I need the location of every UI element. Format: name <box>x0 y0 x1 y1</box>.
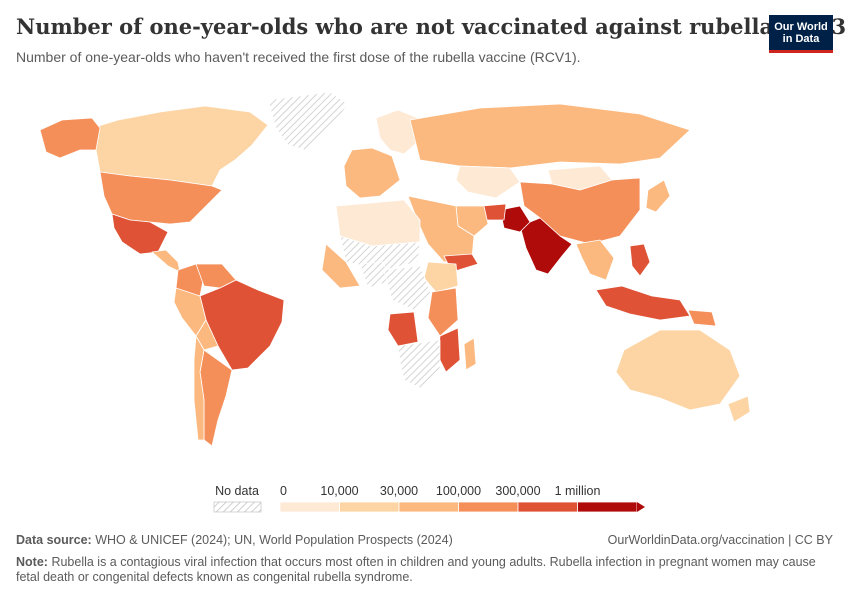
region-ethiopia[interactable] <box>423 261 459 293</box>
chart-title: Number of one-year-olds who are not vacc… <box>16 14 847 39</box>
legend-no-data-label: No data <box>215 484 259 498</box>
map-legend: No data 0 10,000 30,000 100,000 300,000 1 mil… <box>213 484 645 513</box>
legend-bin-label-4: 300,000 <box>495 484 540 498</box>
region-central-america[interactable] <box>151 249 181 273</box>
region-western-europe[interactable] <box>343 147 401 199</box>
footnote: Note: Rubella is a contagious viral infe… <box>16 555 816 585</box>
legend-bin-label-1: 10,000 <box>320 484 358 498</box>
legend-swatch-0[interactable] <box>279 501 340 513</box>
region-papua-new-guinea[interactable] <box>687 309 717 327</box>
region-kazakhstan[interactable] <box>455 165 521 199</box>
region-chile[interactable] <box>193 335 205 441</box>
legend-bin-label-5: 1 million <box>555 484 601 498</box>
region-canada[interactable] <box>91 105 269 187</box>
region-argentina[interactable] <box>199 349 233 447</box>
region-indonesia[interactable] <box>595 285 691 321</box>
legend-bin-label-2: 30,000 <box>380 484 418 498</box>
region-australia[interactable] <box>615 329 741 411</box>
region-central-africa[interactable] <box>383 265 433 311</box>
logo-line-2: in Data <box>782 33 820 45</box>
legend-swatch-1[interactable] <box>339 501 400 513</box>
note-text: Rubella is a contagious viral infection … <box>16 555 816 584</box>
region-angola[interactable] <box>387 311 419 347</box>
region-philippines[interactable] <box>629 243 651 277</box>
data-source: Data source: WHO & UNICEF (2024); UN, Wo… <box>16 533 453 547</box>
data-source-label: Data source: <box>16 533 92 547</box>
world-map <box>39 91 751 447</box>
region-scandinavia[interactable] <box>375 109 421 155</box>
region-alaska[interactable] <box>39 117 101 159</box>
region-west-africa[interactable] <box>321 243 361 289</box>
legend-swatch-3[interactable] <box>458 501 519 513</box>
region-southeast-asia[interactable] <box>575 239 615 281</box>
legend-no-data-swatch <box>213 501 262 513</box>
legend-swatch-4[interactable] <box>517 501 578 513</box>
region-pakistan[interactable] <box>499 205 531 233</box>
region-greenland[interactable] <box>267 91 349 151</box>
chart-subtitle: Number of one-year-olds who haven't rece… <box>16 49 581 65</box>
region-china[interactable] <box>519 177 641 245</box>
source-url[interactable]: OurWorldinData.org/vaccination | CC BY <box>607 533 833 547</box>
region-russia[interactable] <box>409 103 691 169</box>
region-east-africa[interactable] <box>427 287 459 337</box>
logo-line-1: Our World <box>774 21 828 33</box>
owid-logo[interactable]: Our World in Data <box>769 15 833 53</box>
region-japan[interactable] <box>645 179 671 213</box>
region-nigeria[interactable] <box>359 261 389 289</box>
note-label: Note: <box>16 555 48 569</box>
data-source-text[interactable]: WHO & UNICEF (2024); UN, World Populatio… <box>95 533 453 547</box>
legend-swatch-2[interactable] <box>398 501 459 513</box>
region-new-zealand[interactable] <box>727 395 751 423</box>
legend-swatch-5[interactable] <box>577 501 638 513</box>
legend-bin-label-0: 0 <box>280 484 287 498</box>
legend-arrow-tip <box>637 502 645 512</box>
legend-bin-label-3: 100,000 <box>436 484 481 498</box>
region-india[interactable] <box>519 217 573 275</box>
region-madagascar[interactable] <box>463 337 477 371</box>
region-southern-africa[interactable] <box>397 339 441 389</box>
